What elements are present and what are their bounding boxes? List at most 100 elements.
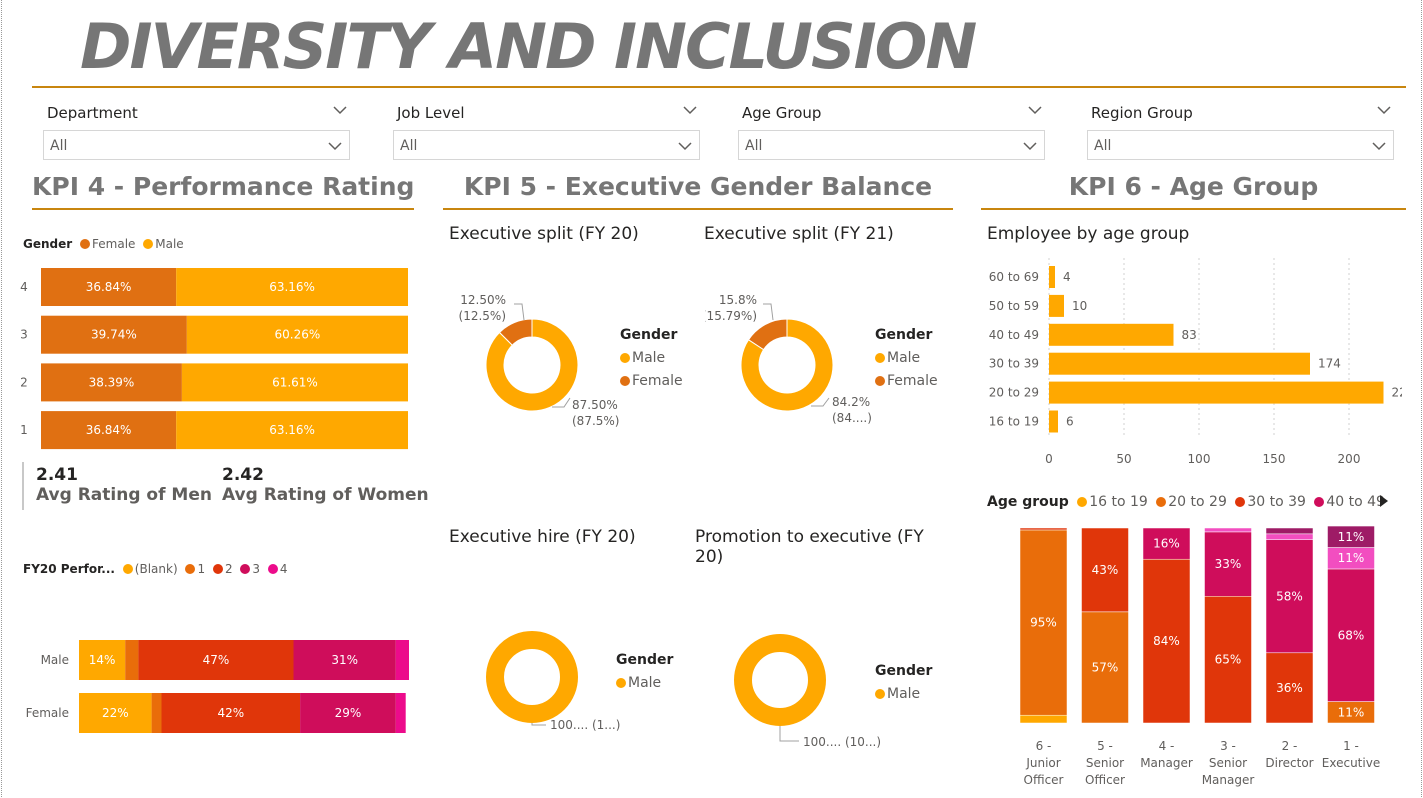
level-category-label: Director bbox=[1265, 756, 1313, 770]
level-category-label: Manager bbox=[1140, 756, 1193, 770]
age-20-29-dot-icon bbox=[1156, 497, 1167, 507]
kpi5-divider bbox=[443, 208, 953, 210]
level-data-label: 11% bbox=[1338, 530, 1365, 544]
card-divider bbox=[22, 462, 24, 510]
level-category-label: Manager bbox=[1202, 773, 1255, 787]
chevron-down-icon[interactable] bbox=[332, 102, 348, 118]
perf-bar-segment bbox=[186, 315, 408, 354]
fy20-legend-2: 2 bbox=[224, 562, 233, 576]
level-category-label: 4 - bbox=[1159, 739, 1175, 753]
rating2-dot-icon bbox=[212, 564, 223, 574]
region-group-dropdown[interactable]: All bbox=[1087, 130, 1394, 160]
age-by-level-chart[interactable]: 95% 6 - Junior Officer 57% 43% 5 - Senior Office… bbox=[1010, 520, 1405, 795]
legend-next-arrow-icon[interactable] bbox=[1380, 495, 1388, 507]
perf-rating-chart[interactable]: 4 36.84% 63.16% 3 39.74% 60.26% 2 38.39% 61.61% 1… bbox=[14, 260, 414, 455]
split20-donut[interactable]: 12.50% (12.5%) 87.50% (87.5%) bbox=[450, 280, 640, 440]
split21-legend-male: Male bbox=[887, 350, 921, 366]
perf-data-label: 36.84% bbox=[86, 423, 132, 437]
age-data-label: 6 bbox=[1066, 415, 1074, 429]
fy20-category-label: Female bbox=[26, 706, 69, 720]
level-data-label: 36% bbox=[1276, 681, 1303, 695]
job-level-slicer-label: Job Level bbox=[397, 104, 465, 122]
split20-legend-title: Gender bbox=[620, 327, 678, 343]
age-tick-label: 150 bbox=[1263, 452, 1286, 466]
fy20-bar-segment bbox=[151, 693, 162, 733]
fy20-legend-title: FY20 Perfor... bbox=[23, 562, 115, 576]
perf-legend-title: Gender bbox=[23, 237, 73, 251]
fy20-bar-segment bbox=[395, 640, 409, 680]
promo20-legend-title: Gender bbox=[875, 663, 933, 679]
chevron-down-icon[interactable] bbox=[682, 102, 698, 118]
hire20-donut[interactable]: 100.... (1...) bbox=[450, 600, 640, 750]
split21-legend: Gender Male Female bbox=[875, 324, 938, 393]
level-category-label: Officer bbox=[1085, 773, 1125, 787]
donut-slice bbox=[740, 318, 834, 412]
split21-donut[interactable]: 15.8% (15.79%) 84.2% (84....) bbox=[705, 280, 895, 440]
donut-leader-line bbox=[763, 303, 774, 321]
job-level-dropdown[interactable]: All bbox=[393, 130, 700, 160]
level-bar-segment bbox=[1142, 558, 1191, 724]
level-data-label: 57% bbox=[1092, 660, 1119, 674]
age-bar bbox=[1049, 352, 1310, 375]
fy20-perf-chart[interactable]: Male 14% 47% 31% Female 22% 42% 29% bbox=[14, 630, 414, 740]
fy20-bar-segment bbox=[125, 640, 139, 680]
chevron-down-icon bbox=[1372, 142, 1386, 151]
perf-bar-segment bbox=[41, 363, 182, 402]
perf-category-label: 4 bbox=[20, 280, 28, 294]
department-dropdown[interactable]: All bbox=[43, 130, 350, 160]
perf-legend-female: Female bbox=[92, 237, 136, 251]
fy20-data-label: 31% bbox=[331, 653, 358, 667]
women-rating-label: Avg Rating of Women bbox=[222, 485, 429, 505]
perf-bar-segment bbox=[41, 411, 177, 450]
age-bar bbox=[1049, 381, 1384, 404]
age-count-chart[interactable]: 0 50 100 150 200 60 to 69 4 50 to 59 10 40 to 49 8… bbox=[982, 258, 1402, 473]
level-bar-segment bbox=[1081, 611, 1129, 724]
hire20-legend-title: Gender bbox=[616, 652, 674, 668]
age-legend-40-49: 40 to 49 bbox=[1326, 494, 1385, 510]
fy20-legend-1: 1 bbox=[197, 562, 206, 576]
age-legend-title: Age group bbox=[987, 494, 1069, 510]
age-tick-label: 200 bbox=[1338, 452, 1361, 466]
donut-data-label: 100.... (10...) bbox=[803, 735, 881, 749]
level-category-label: Senior bbox=[1086, 756, 1124, 770]
perf-data-label: 63.16% bbox=[269, 423, 315, 437]
promo20-legend-male: Male bbox=[887, 686, 921, 702]
level-category-label: 1 - bbox=[1343, 739, 1359, 753]
age-group-slicer[interactable]: Age Group All bbox=[738, 100, 1045, 162]
age-legend-20-29: 20 to 29 bbox=[1168, 494, 1227, 510]
region-group-slicer[interactable]: Region Group All bbox=[1087, 100, 1394, 162]
donut-slice bbox=[486, 631, 578, 723]
level-category-label: Senior bbox=[1209, 756, 1247, 770]
age-16-19-dot-icon bbox=[1077, 497, 1088, 507]
job-level-slicer[interactable]: Job Level All bbox=[393, 100, 700, 162]
age-category-label: 60 to 69 bbox=[989, 270, 1039, 284]
men-rating-value: 2.41 bbox=[36, 465, 78, 485]
fy20-data-label: 47% bbox=[203, 653, 230, 667]
hire20-title: Executive hire (FY 20) bbox=[449, 527, 636, 547]
level-bar-segment bbox=[1265, 539, 1314, 654]
age-group-dropdown[interactable]: All bbox=[738, 130, 1045, 160]
age-bar bbox=[1049, 323, 1174, 346]
department-slicer[interactable]: Department All bbox=[43, 100, 350, 162]
level-category-label: 2 - bbox=[1282, 739, 1298, 753]
donut-data-label: 84.2% bbox=[832, 395, 870, 409]
promo20-donut[interactable]: 100.... (10...) bbox=[705, 600, 895, 760]
level-bar-segment bbox=[1265, 533, 1314, 540]
women-rating-card: 2.42 Avg Rating of Women bbox=[222, 465, 429, 505]
department-slicer-label: Department bbox=[47, 104, 138, 122]
split21-legend-title: Gender bbox=[875, 327, 933, 343]
level-data-label: 16% bbox=[1153, 537, 1180, 551]
perf-bar-segment bbox=[41, 268, 177, 306]
chevron-down-icon[interactable] bbox=[1376, 102, 1392, 118]
split20-title: Executive split (FY 20) bbox=[449, 224, 639, 244]
age-tick-label: 100 bbox=[1188, 452, 1211, 466]
age-category-label: 30 to 39 bbox=[989, 357, 1039, 371]
male-dot-icon bbox=[875, 689, 885, 699]
fy20-category-label: Male bbox=[41, 653, 69, 667]
hire20-legend: Gender Male bbox=[616, 649, 673, 695]
chevron-down-icon[interactable] bbox=[1027, 102, 1043, 118]
fy20-data-label: 29% bbox=[335, 706, 362, 720]
age-category-label: 50 to 59 bbox=[989, 299, 1039, 313]
level-data-label: 68% bbox=[1338, 628, 1365, 642]
fy20-data-label: 42% bbox=[217, 706, 244, 720]
